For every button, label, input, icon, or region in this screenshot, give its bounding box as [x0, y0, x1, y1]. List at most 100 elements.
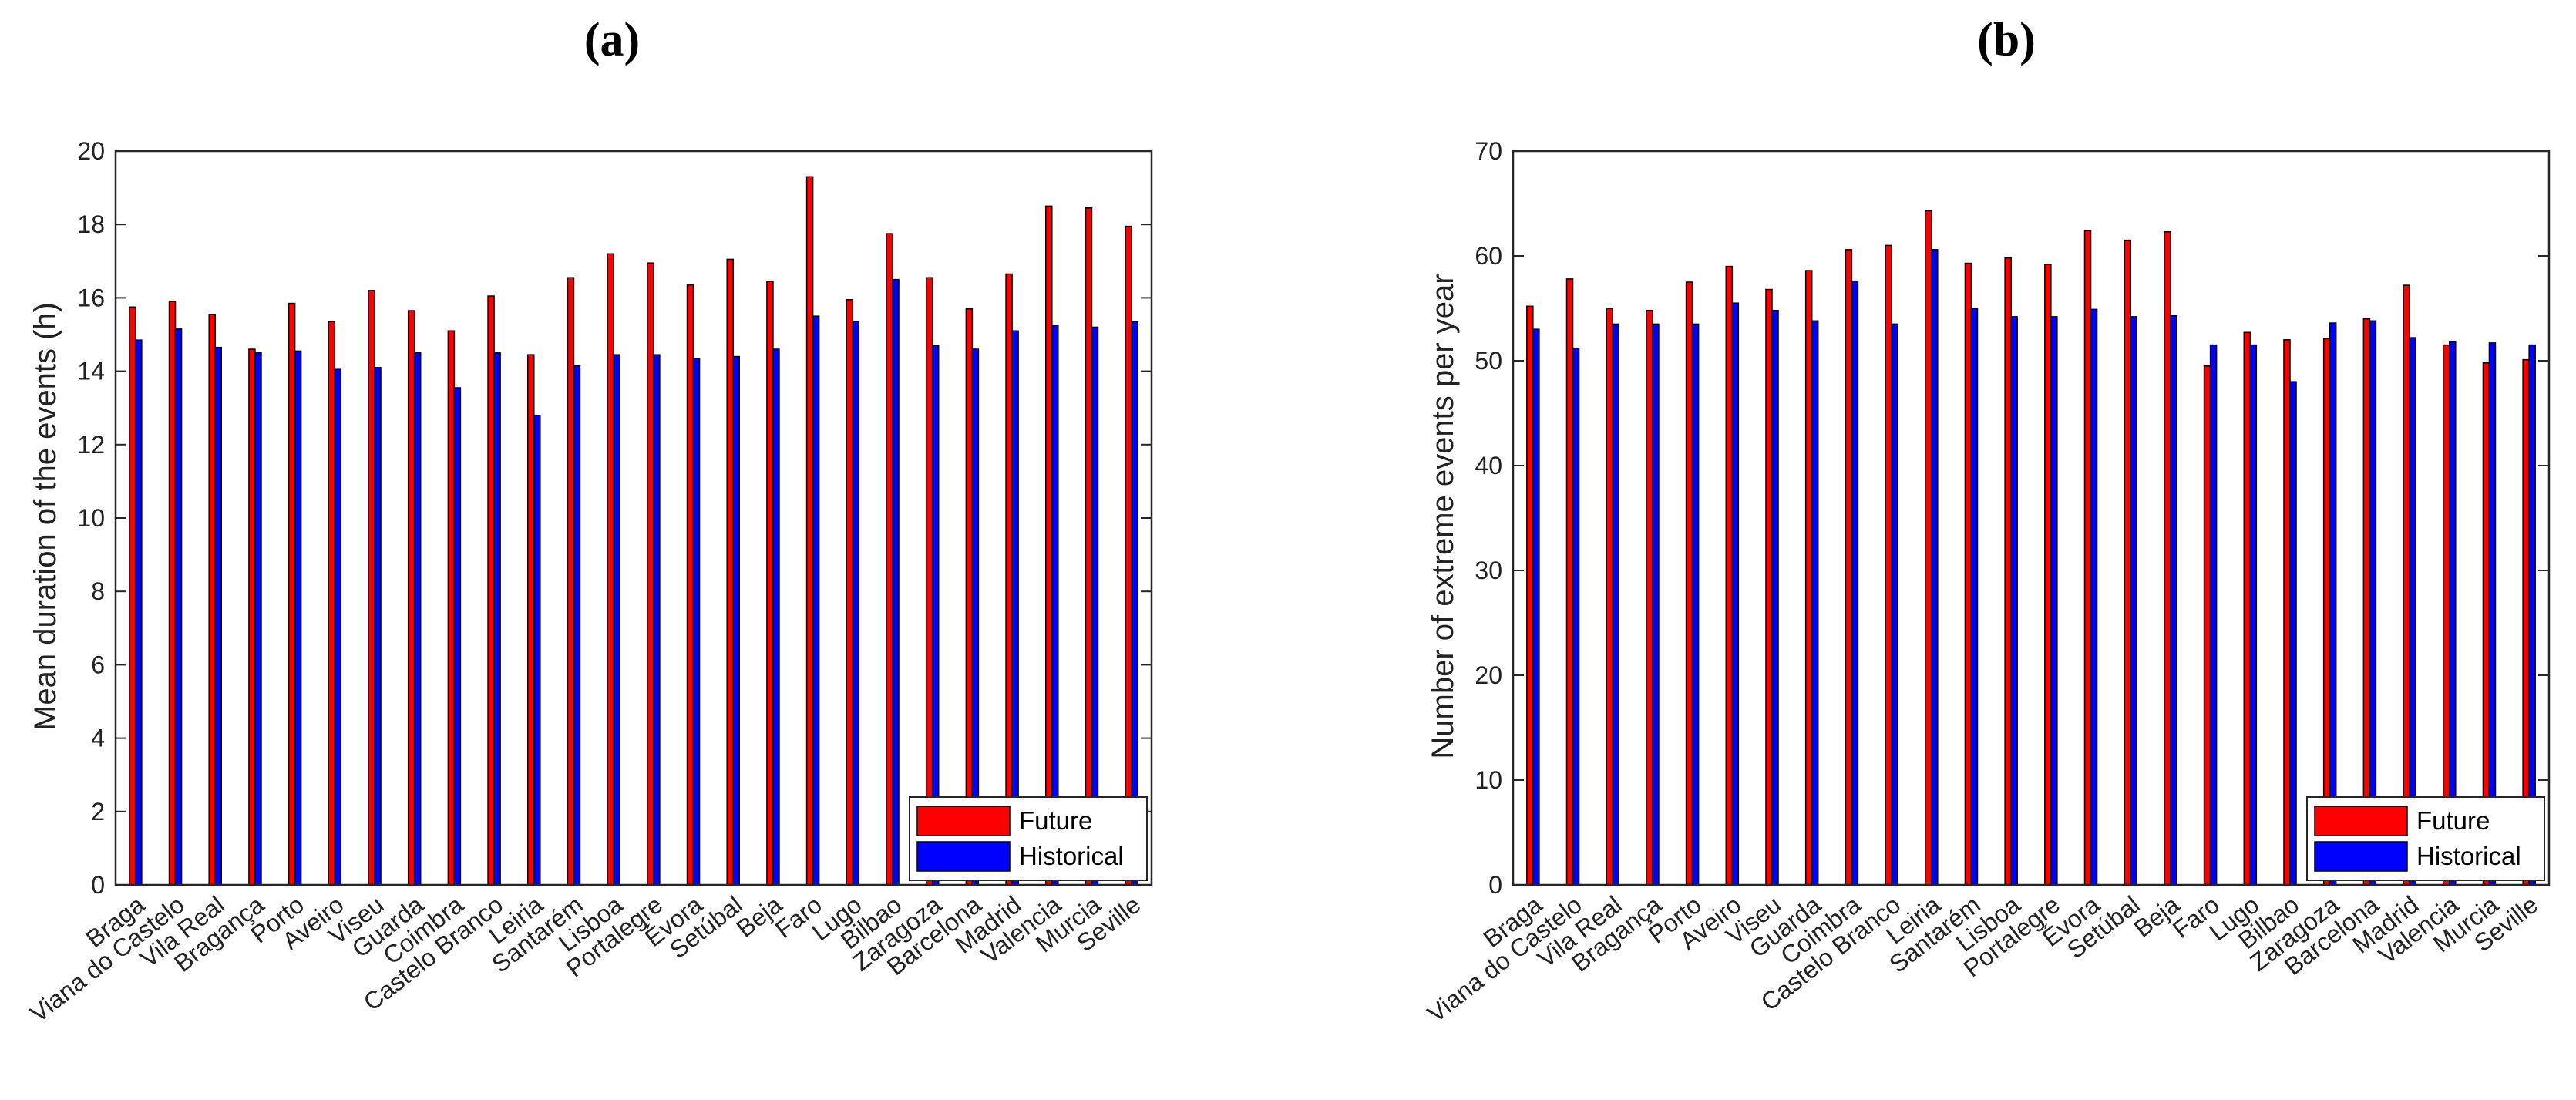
- bar-future-12: [567, 277, 575, 886]
- y-tick-label: 14: [77, 358, 105, 385]
- y-tick-label: 4: [91, 725, 105, 752]
- chart-title: (b): [1977, 14, 2036, 66]
- bar-historical-11: [1931, 249, 1939, 886]
- legend-swatch-historical: [2314, 841, 2408, 872]
- legend: Future Historical: [909, 796, 1148, 881]
- y-axis-ticks: 0 2 4 6 8 10 12 14 16 18 20: [77, 137, 1152, 899]
- bar-future-19: [2243, 331, 2251, 886]
- bar-future-17: [2164, 230, 2171, 886]
- bar-historical-11: [533, 414, 541, 886]
- bar-future-12: [1964, 262, 1972, 886]
- plot-frame: [114, 150, 1153, 886]
- y-tick-label: 0: [91, 871, 105, 899]
- bar-future-25: [1085, 207, 1093, 886]
- bar-future-13: [2004, 257, 2012, 886]
- bar-future-13: [607, 253, 614, 886]
- bar-future-11: [1925, 210, 1932, 886]
- bar-historical-12: [1970, 308, 1979, 886]
- bar-future-9: [1845, 249, 1853, 886]
- bar-historical-16: [2130, 316, 2137, 886]
- y-tick-label: 20: [77, 137, 105, 165]
- bar-historical-2: [174, 328, 183, 886]
- bar-future-10: [1885, 244, 1892, 886]
- bar-historical-4: [1652, 323, 1660, 886]
- bar-historical-18: [812, 315, 820, 886]
- bar-future-3: [208, 314, 216, 886]
- bar-historical-18: [2209, 344, 2218, 886]
- bar-historical-3: [214, 346, 222, 886]
- bar-historical-13: [613, 354, 620, 886]
- y-axis-ticks: 0 10 20 30 40 50 60 70: [1475, 137, 2549, 899]
- legend-label-historical: Historical: [1019, 842, 1124, 870]
- legend-label-future: Future: [2416, 806, 2490, 835]
- bar-historical-6: [1731, 302, 1740, 886]
- bar-future-7: [1765, 288, 1773, 886]
- bar-future-24: [1045, 205, 1053, 886]
- y-tick-label: 8: [91, 577, 105, 605]
- bar-future-18: [2203, 365, 2211, 886]
- bar-historical-12: [573, 365, 581, 886]
- bar-historical-13: [2010, 316, 2018, 886]
- bar-future-14: [647, 262, 654, 886]
- bar-future-8: [1804, 270, 1813, 886]
- y-tick-label: 20: [1475, 661, 1502, 689]
- bar-future-18: [805, 176, 814, 886]
- y-tick-label: 10: [1475, 766, 1502, 794]
- bar-future-23: [1005, 273, 1013, 886]
- y-tick-label: 50: [1475, 347, 1502, 375]
- bar-future-23: [2403, 284, 2410, 886]
- y-tick-label: 18: [77, 210, 105, 238]
- bar-historical-17: [772, 348, 780, 886]
- bar-future-6: [328, 321, 336, 886]
- bar-historical-8: [413, 352, 422, 886]
- bar-future-26: [1125, 225, 1132, 886]
- bar-historical-6: [334, 368, 342, 886]
- bar-historical-17: [2170, 315, 2177, 886]
- bar-historical-14: [2050, 316, 2058, 886]
- legend-swatch-future: [916, 806, 1011, 836]
- legend-swatch-future: [2314, 806, 2408, 836]
- bar-future-15: [686, 284, 694, 886]
- bar-future-6: [1725, 265, 1734, 886]
- bar-historical-16: [732, 355, 740, 886]
- bar-future-10: [487, 295, 495, 886]
- bar-future-15: [2083, 230, 2092, 886]
- bar-historical-5: [294, 350, 302, 886]
- bar-historical-2: [1572, 347, 1580, 886]
- y-tick-label: 30: [1475, 557, 1502, 584]
- legend-label-historical: Historical: [2416, 842, 2521, 870]
- bar-historical-10: [1891, 323, 1898, 886]
- bar-future-11: [527, 354, 535, 886]
- bar-historical-9: [453, 387, 462, 886]
- y-tick-label: 40: [1475, 452, 1502, 479]
- bar-future-14: [2044, 264, 2052, 886]
- y-tick-label: 70: [1475, 137, 1502, 165]
- bar-historical-4: [254, 352, 262, 886]
- bar-historical-3: [1612, 323, 1619, 886]
- bar-historical-1: [1532, 328, 1540, 886]
- bar-historical-7: [374, 367, 382, 886]
- bar-future-16: [2124, 239, 2131, 886]
- plot-frame: [1512, 150, 2551, 886]
- bar-future-5: [288, 302, 296, 886]
- bar-historical-7: [1771, 309, 1779, 886]
- bar-future-7: [368, 290, 375, 886]
- y-tick-label: 2: [91, 798, 105, 826]
- bar-future-4: [248, 348, 256, 886]
- bar-future-3: [1606, 308, 1613, 886]
- legend: Future Historical: [2306, 796, 2545, 881]
- bar-historical-9: [1851, 280, 1859, 886]
- bar-historical-19: [2249, 344, 2258, 886]
- bar-future-1: [1526, 305, 1534, 886]
- bar-future-2: [1565, 278, 1574, 886]
- bar-historical-10: [493, 352, 501, 886]
- bar-historical-20: [892, 278, 900, 886]
- bar-future-21: [925, 277, 933, 886]
- y-tick-label: 12: [77, 431, 105, 459]
- bar-future-5: [1685, 281, 1693, 886]
- bar-future-19: [846, 299, 854, 886]
- y-tick-label: 0: [1488, 871, 1502, 899]
- bar-future-17: [766, 281, 774, 886]
